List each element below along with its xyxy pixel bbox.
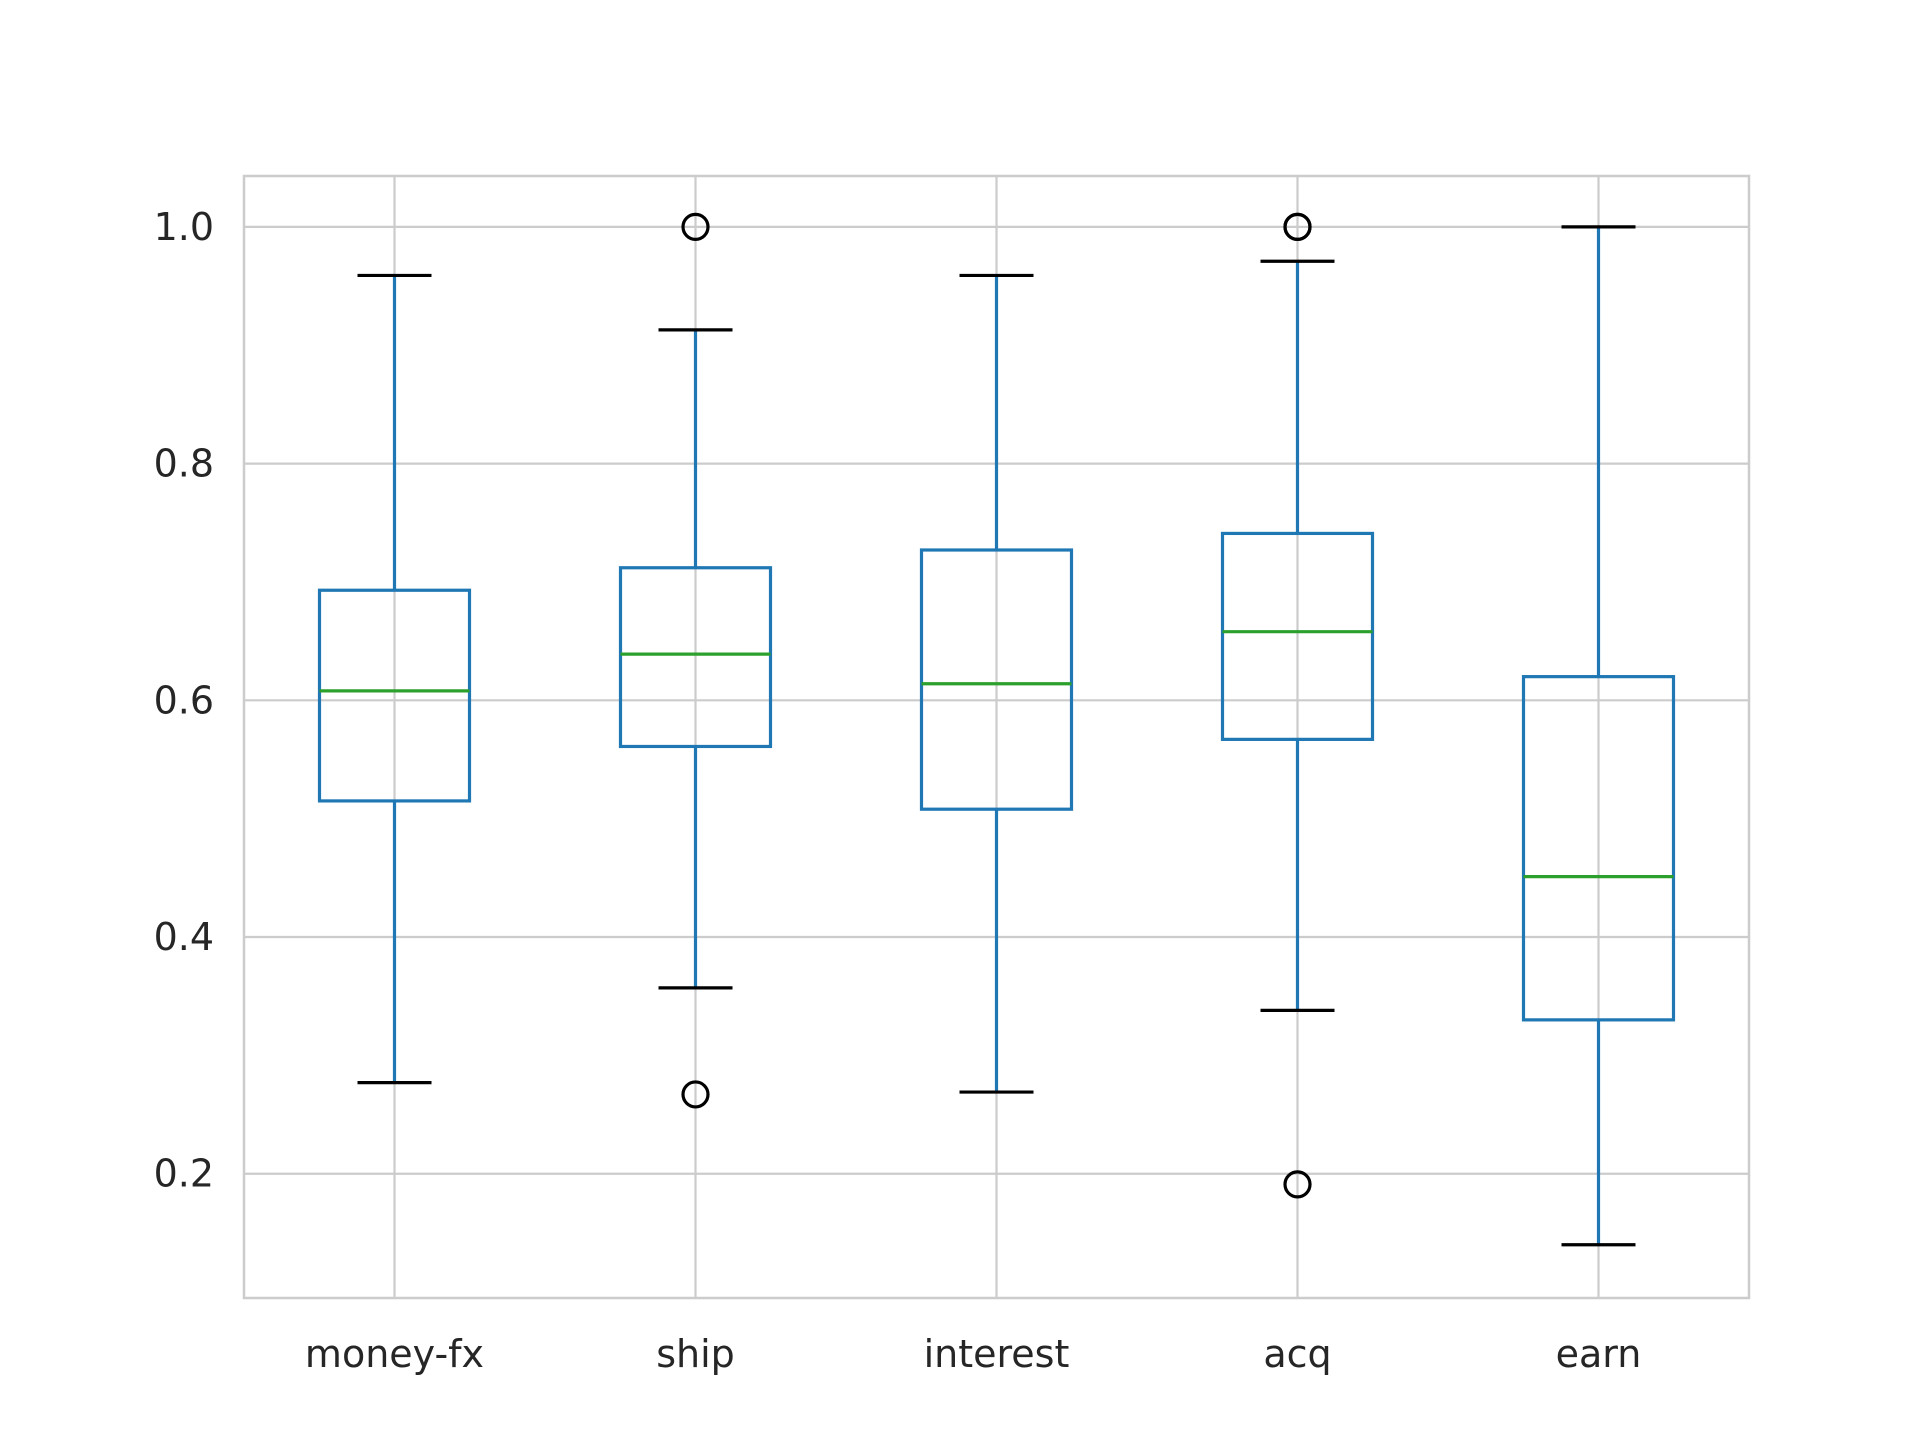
iqr-box — [919, 548, 1074, 811]
y-tick-label: 1.0 — [154, 205, 214, 249]
box-group-earn — [1521, 225, 1676, 1247]
x-tick-label: acq — [1263, 1332, 1331, 1376]
plot-frame — [242, 174, 1751, 1300]
box-group-ship — [618, 212, 773, 1109]
box-group-money-fx — [317, 273, 472, 1085]
outlier-point — [1283, 212, 1312, 241]
box-series — [317, 212, 1676, 1247]
outlier-point — [681, 1080, 710, 1109]
y-tick-label: 0.2 — [154, 1152, 214, 1196]
x-tick-label: interest — [924, 1332, 1070, 1376]
y-tick-label: 0.8 — [154, 442, 214, 486]
iqr-box — [317, 588, 472, 803]
axes: 0.2 0.4 0.6 0.8 1.0 money-fx ship interest acq ea… — [154, 174, 1751, 1376]
y-tick-label: 0.4 — [154, 915, 214, 959]
iqr-box — [1220, 531, 1375, 741]
box-group-acq — [1220, 212, 1375, 1199]
iqr-box — [1521, 675, 1676, 1022]
outlier-point — [1283, 1170, 1312, 1199]
outlier-point — [681, 212, 710, 241]
box-group-interest — [919, 273, 1074, 1094]
x-tick-label: ship — [656, 1332, 735, 1376]
x-tick-label: money-fx — [305, 1332, 484, 1376]
y-tick-label: 0.6 — [154, 678, 214, 722]
iqr-box — [618, 566, 773, 749]
x-tick-label: earn — [1556, 1332, 1642, 1376]
